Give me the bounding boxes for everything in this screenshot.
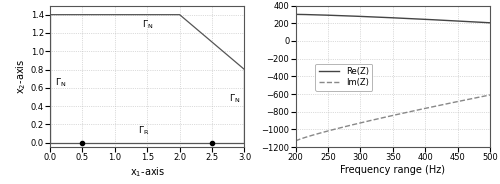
Im(Z)	[316, 132, 322, 135]
X-axis label: Frequency range (Hz): Frequency range (Hz)	[340, 165, 446, 175]
Im(Z)	[434, 105, 440, 107]
X-axis label: $x_1$-axis: $x_1$-axis	[130, 165, 165, 179]
Im(Z)	[356, 122, 362, 124]
Legend: Re(Z), Im(Z): Re(Z), Im(Z)	[316, 63, 372, 91]
Text: $\Gamma_R$: $\Gamma_R$	[138, 125, 149, 137]
Re(Z)	[292, 13, 298, 15]
Im(Z)	[415, 109, 421, 111]
Im(Z)	[433, 105, 439, 107]
Text: $\Gamma_N$: $\Gamma_N$	[54, 77, 66, 89]
Re(Z)	[434, 19, 440, 21]
Re(Z)	[487, 22, 493, 24]
Im(Z)	[292, 140, 298, 142]
Y-axis label: $x_2$-axis: $x_2$-axis	[14, 59, 28, 94]
Line: Im(Z): Im(Z)	[296, 95, 490, 141]
Re(Z)	[316, 14, 322, 16]
Im(Z)	[487, 94, 493, 96]
Re(Z)	[415, 18, 421, 20]
Text: $\Gamma_N$: $\Gamma_N$	[142, 18, 153, 31]
Im(Z)	[370, 119, 376, 121]
Text: $\Gamma_N$: $\Gamma_N$	[228, 93, 240, 105]
Re(Z)	[356, 15, 362, 17]
Re(Z)	[433, 19, 439, 21]
Re(Z)	[370, 16, 376, 18]
Line: Re(Z): Re(Z)	[296, 14, 490, 23]
